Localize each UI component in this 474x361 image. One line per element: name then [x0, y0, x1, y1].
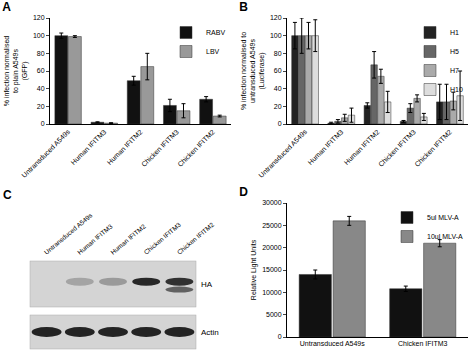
svg-text:60: 60 — [274, 67, 282, 74]
svg-text:LBV: LBV — [206, 48, 220, 55]
svg-text:H7: H7 — [450, 67, 459, 74]
svg-text:0: 0 — [278, 333, 282, 340]
svg-text:Human IFITM2: Human IFITM2 — [106, 128, 144, 166]
svg-text:Human IFITM3: Human IFITM3 — [307, 128, 345, 166]
svg-text:% infection normalisedto plain: % infection normalisedto plain A549s(GFP… — [3, 36, 29, 107]
svg-text:30000: 30000 — [262, 199, 282, 206]
svg-text:Human IFITM2: Human IFITM2 — [109, 222, 147, 256]
svg-text:5ul MLV-A: 5ul MLV-A — [427, 214, 459, 221]
svg-text:% infection normalised tountra: % infection normalised tountransduced A5… — [240, 32, 266, 110]
svg-text:15000: 15000 — [262, 266, 282, 273]
svg-text:40: 40 — [274, 85, 282, 92]
svg-text:Chicken IFITM2: Chicken IFITM2 — [176, 221, 216, 256]
svg-text:20: 20 — [37, 103, 45, 110]
svg-text:80: 80 — [274, 50, 282, 57]
svg-text:H10: H10 — [450, 86, 463, 93]
svg-text:A: A — [2, 0, 11, 14]
svg-text:Chicken IFITM3: Chicken IFITM3 — [377, 128, 417, 168]
svg-text:10ul MLV-A: 10ul MLV-A — [427, 233, 463, 240]
svg-text:B: B — [239, 0, 248, 14]
svg-text:Chicken IFITM3: Chicken IFITM3 — [140, 128, 180, 168]
svg-text:0: 0 — [278, 120, 282, 127]
svg-text:100: 100 — [270, 32, 282, 39]
svg-text:Chicken IFITM2: Chicken IFITM2 — [413, 128, 453, 168]
svg-text:Chicken IFITM3: Chicken IFITM3 — [142, 220, 182, 256]
svg-text:Actin: Actin — [201, 328, 219, 337]
svg-text:HA: HA — [201, 280, 213, 289]
svg-text:Untransduced A549s: Untransduced A549s — [300, 340, 365, 347]
svg-text:100: 100 — [33, 32, 45, 39]
svg-text:Human IFITM2: Human IFITM2 — [343, 128, 381, 166]
svg-text:Untransduced A549s: Untransduced A549s — [20, 128, 71, 179]
svg-text:120: 120 — [33, 14, 45, 21]
svg-text:Untransduced A549s: Untransduced A549s — [257, 128, 308, 179]
svg-text:80: 80 — [37, 50, 45, 57]
svg-text:10000: 10000 — [262, 289, 282, 296]
svg-text:5000: 5000 — [266, 311, 282, 318]
svg-text:C: C — [3, 188, 12, 202]
svg-text:25000: 25000 — [262, 222, 282, 229]
svg-text:RABV: RABV — [206, 29, 225, 36]
svg-text:Human IFITM3: Human IFITM3 — [75, 222, 114, 256]
svg-text:H1: H1 — [450, 29, 459, 36]
svg-text:40: 40 — [37, 85, 45, 92]
svg-text:Relative Light Units: Relative Light Units — [250, 239, 258, 300]
svg-text:0: 0 — [41, 120, 45, 127]
svg-text:20: 20 — [274, 103, 282, 110]
svg-text:D: D — [239, 185, 248, 199]
svg-text:60: 60 — [37, 67, 45, 74]
svg-text:Human IFITM3: Human IFITM3 — [70, 128, 108, 166]
svg-text:Untransduced A549s: Untransduced A549s — [42, 211, 94, 256]
svg-text:120: 120 — [270, 14, 282, 21]
svg-text:Chicken IFITM2: Chicken IFITM2 — [176, 128, 216, 168]
svg-text:H5: H5 — [450, 48, 459, 55]
svg-text:Chicken IFITM3: Chicken IFITM3 — [398, 340, 448, 347]
svg-text:20000: 20000 — [262, 244, 282, 251]
